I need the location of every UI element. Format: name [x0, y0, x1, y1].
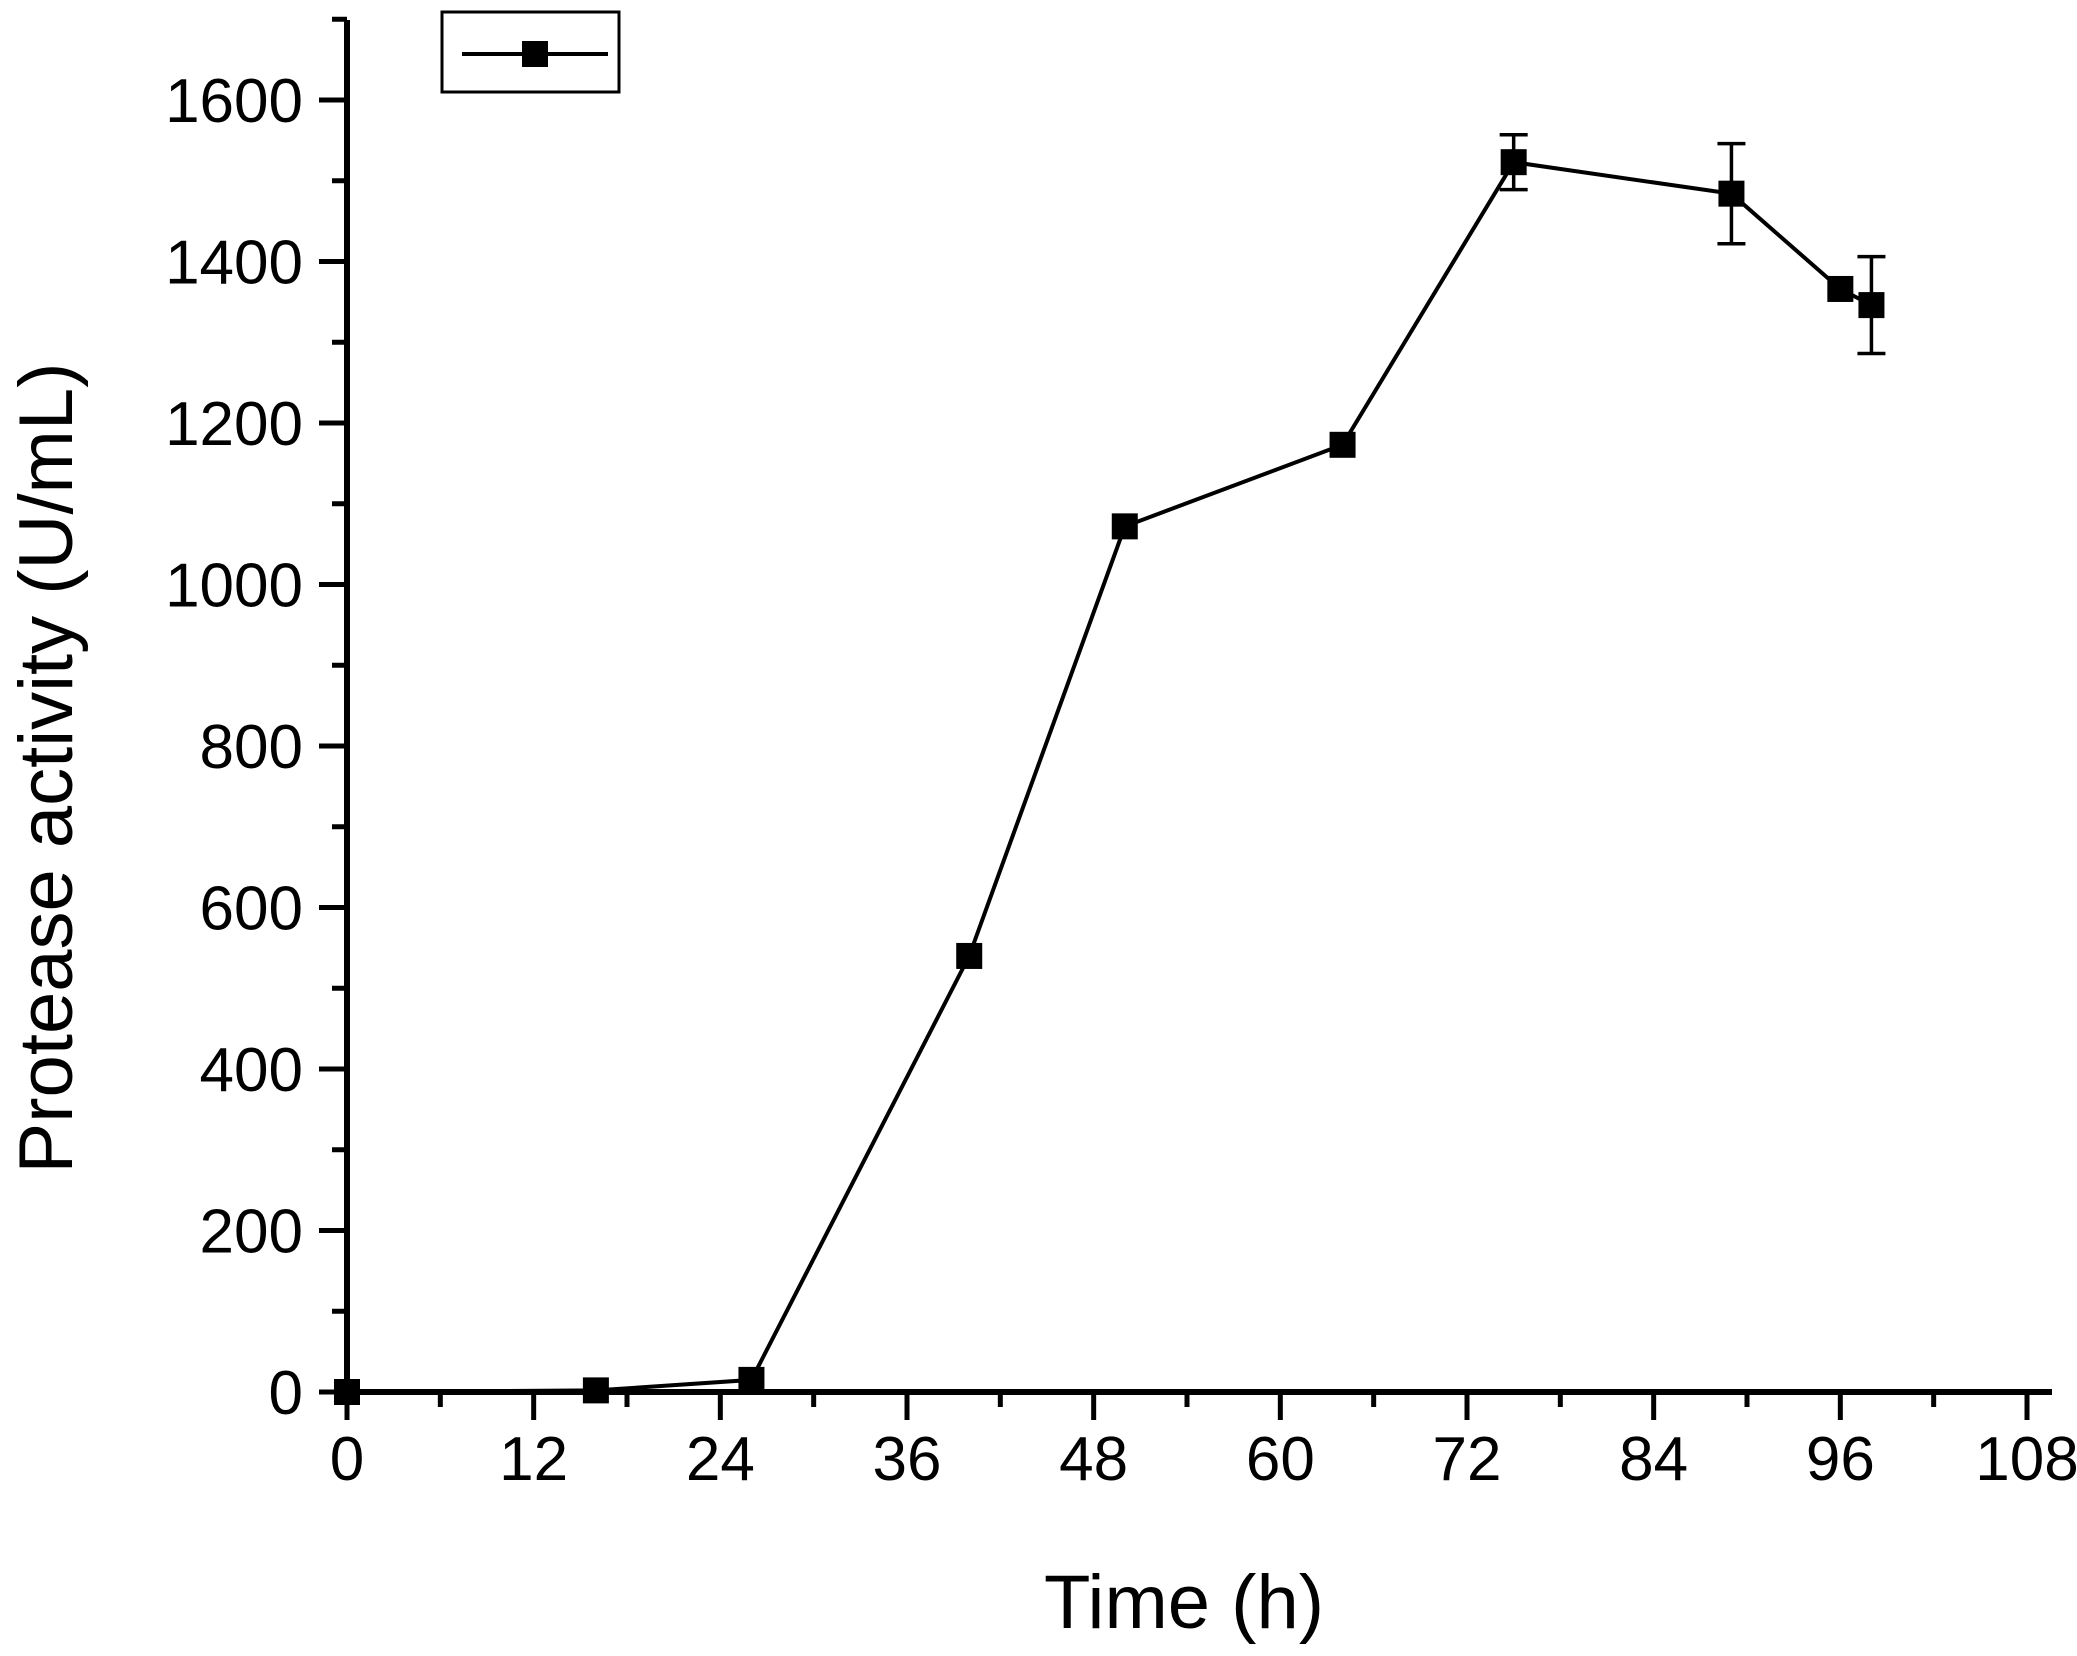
data-point: [1827, 275, 1854, 302]
y-tick-label-200: 200: [200, 1198, 303, 1267]
y-tick-label-600: 600: [200, 875, 303, 944]
x-tick-label-84: 84: [1619, 1425, 1688, 1494]
x-tick-label-72: 72: [1433, 1425, 1502, 1494]
x-tick-label-12: 12: [499, 1425, 568, 1494]
ticks: [319, 16, 2030, 1420]
x-tick-label-0: 0: [330, 1425, 364, 1494]
y-tick-label-1200: 1200: [165, 390, 303, 459]
x-tick-label-108: 108: [1975, 1425, 2077, 1494]
y-tick-label-1600: 1600: [165, 67, 303, 136]
x-tick-label-24: 24: [686, 1425, 755, 1494]
tick-labels: 0 12 24 36 48 60 72 84 96 108 0 200 400 600 800 1000 120…: [165, 67, 2077, 1494]
series-line: [346, 160, 1873, 1394]
data-point: [1858, 292, 1885, 319]
data-point: [1500, 149, 1527, 176]
y-axis-title: Protease activity (U/mL): [4, 363, 89, 1174]
legend: [440, 10, 621, 94]
y-tick-label-1400: 1400: [165, 229, 303, 298]
axes: [344, 20, 2052, 1395]
data-point: [1329, 431, 1356, 458]
y-tick-label-800: 800: [200, 713, 303, 782]
legend-marker: [522, 41, 548, 67]
y-tick-label-1000: 1000: [165, 552, 303, 621]
data-point: [334, 1379, 360, 1405]
y-tick-label-0: 0: [269, 1359, 303, 1428]
data-point: [582, 1377, 609, 1404]
data-point: [1111, 513, 1138, 540]
data-point: [956, 942, 983, 969]
x-tick-label-48: 48: [1059, 1425, 1128, 1494]
x-tick-label-60: 60: [1246, 1425, 1315, 1494]
data-point: [1718, 180, 1745, 207]
data-point: [738, 1366, 765, 1393]
y-tick-label-400: 400: [200, 1036, 303, 1105]
x-tick-label-96: 96: [1806, 1425, 1875, 1494]
x-axis-title: Time (h): [1044, 1560, 1324, 1645]
x-tick-label-36: 36: [873, 1425, 942, 1494]
series: [334, 132, 1886, 1405]
